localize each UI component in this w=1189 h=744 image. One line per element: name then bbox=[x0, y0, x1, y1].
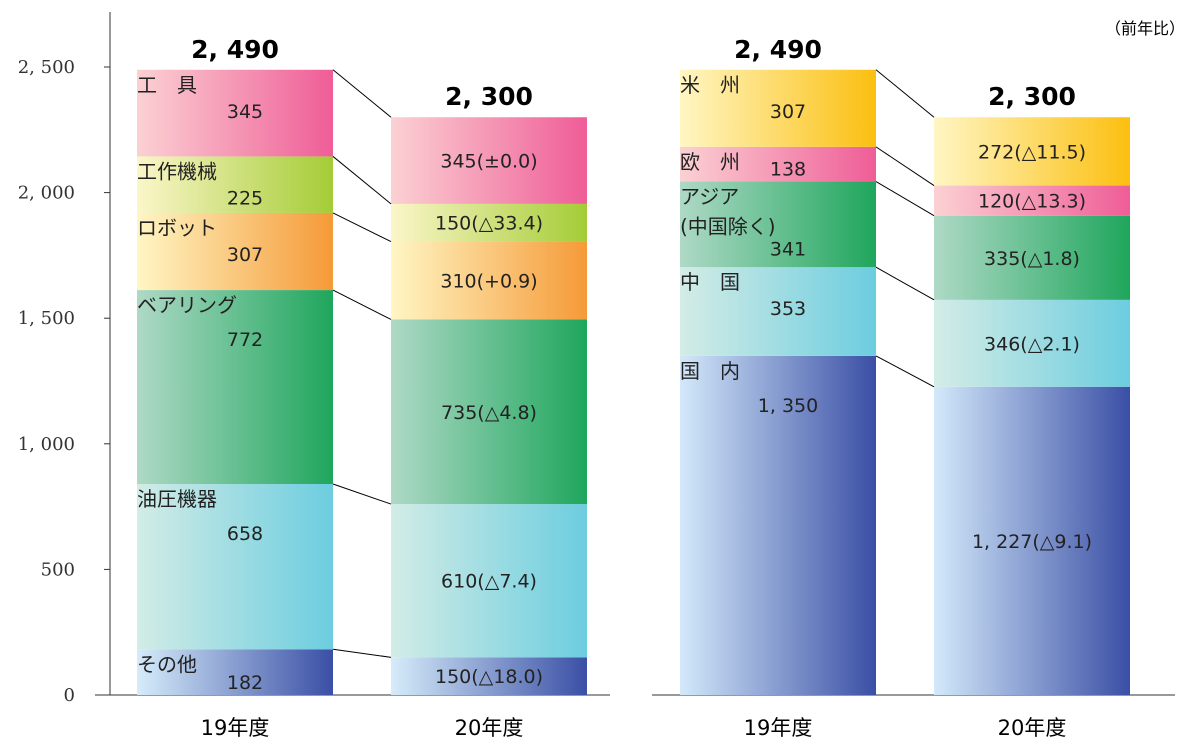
segment-value-label: 341 bbox=[770, 239, 806, 261]
bar-total-label: 2, 300 bbox=[445, 82, 533, 111]
bar-segment bbox=[137, 483, 333, 650]
bar-total-label: 2, 300 bbox=[988, 82, 1076, 111]
x-category-label: 19年度 bbox=[744, 716, 813, 740]
segment-name-label: 油圧機器 bbox=[137, 487, 217, 511]
segment-name-label: アジア bbox=[680, 185, 739, 209]
bar-segment bbox=[934, 215, 1130, 300]
segment-value-label: 610(△7.4) bbox=[441, 571, 537, 593]
bar-segment bbox=[680, 267, 876, 356]
segment-value-label: 225 bbox=[227, 187, 263, 209]
segment-value-label: 310(+0.9) bbox=[440, 271, 537, 293]
connector-line bbox=[875, 146, 935, 186]
y-tick-label: 1, 000 bbox=[18, 434, 75, 455]
segment-value-label: 150(△18.0) bbox=[435, 666, 543, 688]
segment-value-label: 1, 350 bbox=[758, 395, 818, 417]
bar-segment bbox=[391, 504, 587, 658]
segment-name-label: (中国除く) bbox=[680, 215, 776, 239]
segment-value-label: 307 bbox=[227, 244, 263, 266]
bar-segment bbox=[934, 386, 1130, 695]
bar-segment bbox=[137, 290, 333, 484]
segment-name-label: ロボット bbox=[137, 216, 217, 240]
segment-name-label: 米 州 bbox=[680, 73, 740, 97]
segment-name-label: その他 bbox=[137, 652, 197, 676]
bar-segment bbox=[391, 241, 587, 320]
segment-value-label: 658 bbox=[227, 523, 263, 545]
bar-total-label: 2, 490 bbox=[734, 35, 822, 64]
segment-name-label: 中 国 bbox=[680, 270, 740, 294]
segment-value-label: 346(△2.1) bbox=[984, 333, 1080, 355]
bar-segment bbox=[934, 117, 1130, 186]
y-tick-label: 2, 000 bbox=[18, 183, 75, 204]
segment-value-label: 345 bbox=[227, 101, 263, 123]
bar-segment bbox=[137, 156, 333, 213]
bar-segment bbox=[680, 355, 876, 695]
segment-value-label: 120(△13.3) bbox=[978, 191, 1086, 213]
bar-segment bbox=[680, 181, 876, 268]
y-tick-label: 1, 500 bbox=[18, 308, 75, 329]
segment-name-label: 工 具 bbox=[137, 73, 197, 97]
segment-name-label: 国 内 bbox=[680, 359, 740, 383]
bar-total-label: 2, 490 bbox=[191, 35, 279, 64]
segment-value-label: 1, 227(△9.1) bbox=[972, 531, 1092, 553]
x-category-label: 19年度 bbox=[201, 716, 270, 740]
chart-left-by-product: 0 500 1, 000 1, 500 2, 000 2, 500 その他 182 油圧機器 65… bbox=[18, 12, 610, 740]
connector-line bbox=[875, 69, 935, 118]
x-category-label: 20年度 bbox=[455, 716, 524, 740]
segment-value-label: 735(△4.8) bbox=[441, 402, 537, 424]
segment-value-label: 182 bbox=[227, 672, 263, 694]
segment-name-label: 工作機械 bbox=[137, 159, 217, 183]
segment-value-label: 272(△11.5) bbox=[978, 141, 1086, 163]
segment-value-label: 353 bbox=[770, 298, 806, 320]
bar-segment bbox=[680, 146, 876, 182]
bar-segment bbox=[934, 185, 1130, 216]
bar-segment bbox=[137, 649, 333, 695]
bar-segment bbox=[137, 69, 333, 157]
connector-line bbox=[875, 181, 935, 217]
segment-value-label: 345(±0.0) bbox=[440, 151, 537, 173]
bar-segment bbox=[934, 299, 1130, 387]
y-tick-label: 2, 500 bbox=[18, 57, 75, 78]
y-tick-label: 0 bbox=[64, 685, 75, 706]
connector-line bbox=[875, 355, 935, 388]
x-category-label: 20年度 bbox=[998, 716, 1067, 740]
segment-value-label: 772 bbox=[227, 329, 263, 351]
bar-segment bbox=[391, 657, 587, 695]
bar-segment bbox=[137, 212, 333, 291]
connector-line bbox=[332, 69, 392, 118]
connector-line bbox=[875, 266, 935, 301]
connector-line bbox=[332, 289, 392, 320]
segment-value-label: 150(△33.4) bbox=[435, 213, 543, 235]
connector-line bbox=[332, 483, 392, 505]
bar-segment bbox=[391, 203, 587, 242]
y-tick-label: 500 bbox=[41, 559, 75, 580]
connector-line bbox=[332, 648, 392, 658]
bar-segment bbox=[391, 319, 587, 505]
segment-name-label: 欧 州 bbox=[680, 150, 740, 174]
segment-value-label: 335(△1.8) bbox=[984, 248, 1080, 270]
chart-right-by-region: 国 内 1, 350 中 国 353 アジア (中国除く)341 欧 州 138 米 州 307 2… bbox=[652, 35, 1175, 740]
segment-value-label: 138 bbox=[770, 159, 806, 181]
connector-line bbox=[332, 212, 392, 243]
bar-segment bbox=[391, 117, 587, 204]
bar-segment bbox=[680, 69, 876, 147]
note-yoy: （前年比） bbox=[1105, 19, 1185, 38]
segment-name-label: ベアリング bbox=[137, 293, 237, 317]
segment-value-label: 307 bbox=[770, 101, 806, 123]
connector-line bbox=[332, 156, 392, 205]
